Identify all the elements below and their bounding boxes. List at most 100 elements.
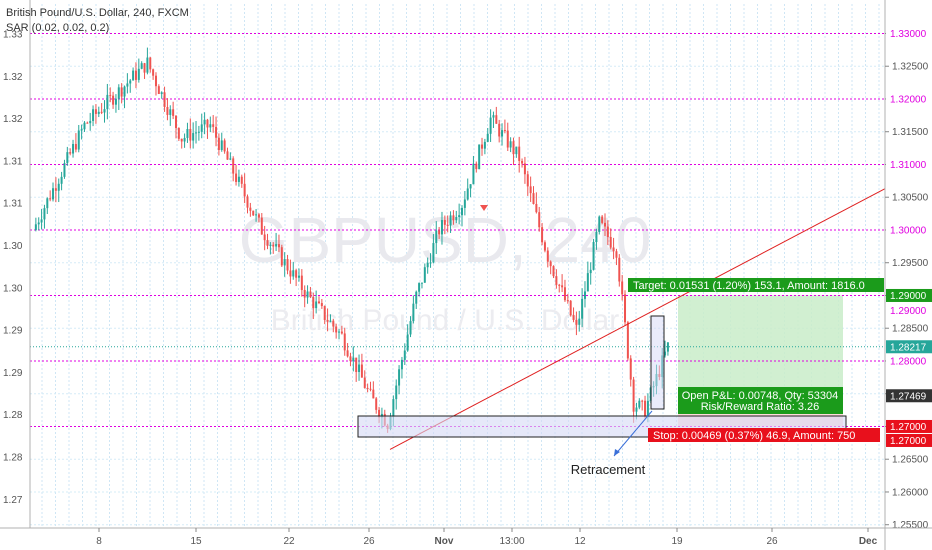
candle-body <box>160 92 163 95</box>
candle-body <box>217 137 220 150</box>
candle-body <box>472 163 475 185</box>
candle-body <box>46 198 49 209</box>
candle-body <box>157 86 160 95</box>
candle-body <box>526 174 529 187</box>
time-axis[interactable]: 8 15 22 26 Nov 13:00 12 19 26 Dec <box>0 527 932 547</box>
left-tick-label: 1.28 <box>3 410 23 421</box>
candle-body <box>163 92 166 108</box>
symbol-title: British Pound/U.S. Dollar, 240, FXCM <box>6 7 189 19</box>
candle-body <box>117 87 120 99</box>
candle-body <box>420 282 423 284</box>
candle-body <box>461 207 463 216</box>
candle-body <box>223 140 226 152</box>
candle-body <box>463 199 466 208</box>
candle-body <box>172 109 175 116</box>
candle-body <box>589 269 592 274</box>
candle-body <box>581 298 584 319</box>
price-axis[interactable]: 1.33000 1.32500 1.32000 1.31500 1.31000 1.305… <box>884 0 929 550</box>
candle-body <box>598 216 601 233</box>
candle-body <box>426 262 429 268</box>
candle-body <box>412 303 415 322</box>
candle-body <box>326 319 329 322</box>
candle-body <box>432 243 435 263</box>
candle-body <box>292 270 295 277</box>
candle-body <box>169 109 172 115</box>
candle-body <box>232 158 235 174</box>
stop-price-tag-bg <box>886 419 932 433</box>
candle-body <box>109 94 112 96</box>
candle-body <box>37 222 40 225</box>
candle-body <box>360 364 363 378</box>
candle-body <box>315 301 318 309</box>
candle-body <box>338 331 341 333</box>
target-label-bg <box>628 278 884 292</box>
candle-body <box>572 315 575 320</box>
candles <box>34 47 669 433</box>
candle-body <box>175 115 177 129</box>
candle-body <box>329 320 332 322</box>
candle-body <box>235 173 238 182</box>
candle-body <box>34 224 37 230</box>
candle-body <box>300 275 303 290</box>
candle-body <box>323 306 326 320</box>
price-tick-label: 1.32500 <box>892 62 929 73</box>
candle-body <box>418 283 421 292</box>
candle-body <box>664 351 667 356</box>
candle-body <box>575 319 578 325</box>
candle-body <box>349 356 352 362</box>
candle-body <box>123 86 126 97</box>
left-tick-label: 1.32 <box>3 114 23 125</box>
left-tick-label: 1.32 <box>3 72 23 83</box>
candle-body <box>563 287 566 301</box>
candle-body <box>501 130 504 137</box>
candle-body <box>466 188 469 200</box>
candle-body <box>226 151 229 160</box>
candle-body <box>506 130 509 148</box>
candle-body <box>561 285 564 288</box>
candle-body <box>203 119 206 125</box>
candle-body <box>638 400 641 408</box>
candle-body <box>77 130 80 150</box>
current-price-tag-bg <box>886 340 932 354</box>
target-zone <box>678 295 843 396</box>
candle-body <box>343 333 346 351</box>
candle-body <box>54 188 57 191</box>
candle-body <box>583 291 586 299</box>
price-tick-label: 1.26500 <box>892 455 929 466</box>
candle-body <box>89 120 92 124</box>
time-tick-label: 13:00 <box>499 536 524 547</box>
candle-body <box>183 137 186 142</box>
stop-label: Stop: 0.00469 (0.37%) 46.9, Amount: 750 <box>653 430 855 442</box>
time-tick-label: 19 <box>671 536 683 547</box>
candle-body <box>72 143 75 154</box>
watermark-description: British Pound / U.S. Dollar <box>271 304 619 337</box>
candle-body <box>240 176 243 184</box>
candle-body <box>624 294 627 323</box>
candle-body <box>555 276 558 285</box>
candle-body <box>137 68 140 80</box>
candle-body <box>601 216 604 223</box>
candle-body <box>134 70 137 80</box>
candle-body <box>569 300 572 316</box>
price-tick-label: 1.25500 <box>892 520 929 531</box>
candle-body <box>252 210 255 216</box>
rr-label: Risk/Reward Ratio: 3.26 <box>701 401 820 413</box>
level-tag-bg <box>886 303 932 317</box>
drawings: Target: 0.01531 (1.20%) 153.1, Amount: 1… <box>357 188 886 477</box>
candle-body <box>406 334 409 351</box>
candle-body <box>372 389 375 399</box>
indicator-title: SAR (0.02, 0.02, 0.2) <box>6 22 110 34</box>
candle-body <box>114 98 117 105</box>
time-tick-label: 8 <box>96 536 102 547</box>
target-price-tag: 1.29000 <box>890 291 927 302</box>
candle-body <box>481 144 484 149</box>
candle-body <box>335 326 338 333</box>
candle-body <box>475 163 478 170</box>
candle-body <box>378 409 381 418</box>
candle-body <box>209 124 212 128</box>
target-label: Target: 0.01531 (1.20%) 153.1, Amount: 1… <box>633 280 865 292</box>
candle-body <box>57 183 60 191</box>
candle-body <box>435 230 438 244</box>
candle-body <box>452 215 455 221</box>
